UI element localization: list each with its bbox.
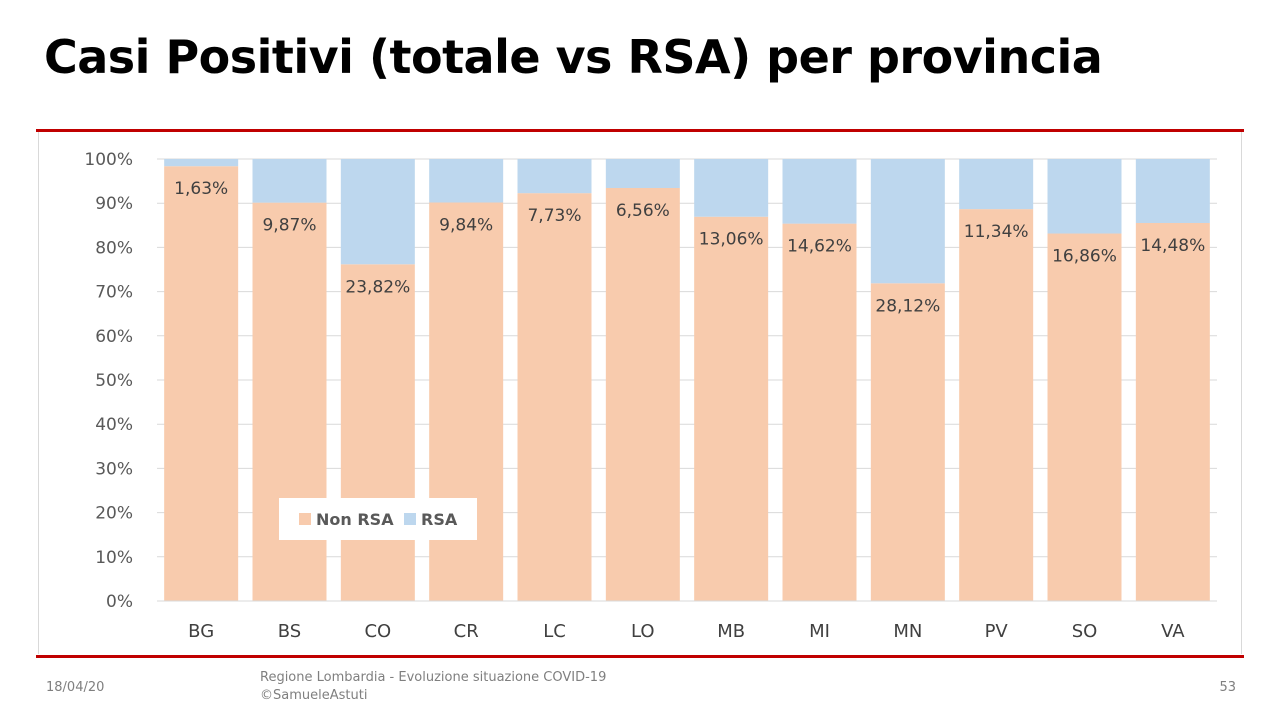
x-tick-label: BG (188, 621, 214, 642)
bar-non-rsa-mn (870, 283, 945, 601)
x-tick-label: MI (809, 621, 830, 642)
data-label: 23,82% (345, 277, 410, 297)
bar-rsa-va (1135, 159, 1210, 224)
data-label: 28,12% (875, 296, 940, 316)
data-label: 7,73% (527, 206, 581, 226)
bottom-divider (36, 655, 1244, 658)
legend-swatch-non-rsa (299, 513, 311, 525)
bar-rsa-cr (429, 159, 504, 203)
x-tick-label: CR (454, 621, 479, 642)
footer-source-line1: Regione Lombardia - Evoluzione situazion… (260, 670, 607, 685)
bar-rsa-so (1047, 159, 1122, 234)
y-tick-label: 50% (95, 371, 133, 391)
y-tick-label: 40% (95, 415, 133, 435)
bar-non-rsa-lc (517, 193, 592, 601)
data-label: 6,56% (616, 201, 670, 221)
footer-source: Regione Lombardia - Evoluzione situazion… (260, 669, 606, 705)
bar-non-rsa-pv (959, 209, 1034, 601)
bar-non-rsa-mi (782, 223, 857, 601)
x-tick-label: SO (1072, 621, 1098, 642)
bar-non-rsa-co (340, 264, 415, 601)
slide-title: Casi Positivi (totale vs RSA) per provin… (44, 30, 1103, 84)
data-label: 16,86% (1052, 247, 1117, 267)
data-label: 14,48% (1140, 236, 1205, 256)
y-tick-label: 80% (95, 238, 133, 258)
bar-non-rsa-cr (429, 202, 504, 601)
stacked-bar-chart: 0% 10% 20% 30% 40% 50% 60% 70% 80% 90% 100% BG 1,63%… (84, 150, 1217, 642)
footer-source-line2: ©SamueleAstuti (260, 688, 368, 703)
bar-rsa-mn (870, 159, 945, 284)
y-tick-label: 10% (95, 548, 133, 568)
y-tick-label: 30% (95, 459, 133, 479)
bar-rsa-lc (517, 159, 592, 194)
bar-non-rsa-bs (252, 202, 327, 601)
data-label: 1,63% (174, 179, 228, 199)
chart-area: 0% 10% 20% 30% 40% 50% 60% 70% 80% 90% 100% BG 1,63%… (38, 132, 1242, 654)
data-label: 9,84% (439, 215, 493, 235)
x-tick-label: LO (631, 621, 655, 642)
data-label: 13,06% (699, 230, 764, 250)
legend-label: RSA (421, 510, 458, 529)
x-tick-label: VA (1161, 621, 1185, 642)
top-divider (36, 129, 1244, 132)
y-tick-label: 60% (95, 327, 133, 347)
y-tick-label: 0% (106, 592, 133, 612)
bar-rsa-lo (605, 159, 680, 188)
bar-non-rsa-bg (164, 166, 239, 602)
bar-rsa-pv (959, 159, 1034, 210)
y-tick-label: 20% (95, 504, 133, 524)
x-tick-label: MN (893, 621, 922, 642)
legend-swatch-rsa (404, 513, 416, 525)
bar-rsa-co (340, 159, 415, 265)
bar-non-rsa-mb (694, 216, 769, 601)
bar-non-rsa-lo (605, 187, 680, 601)
bar-rsa-bg (164, 159, 239, 167)
data-label: 11,34% (964, 222, 1029, 242)
footer-date: 18/04/20 (46, 680, 105, 695)
data-label: 9,87% (262, 216, 316, 236)
y-tick-label: 90% (95, 194, 133, 214)
bar-rsa-mb (694, 159, 769, 217)
y-tick-label: 70% (95, 283, 133, 303)
x-tick-label: LC (543, 621, 566, 642)
page-number: 53 (1219, 680, 1236, 695)
legend-box (279, 498, 477, 540)
data-label: 14,62% (787, 237, 852, 257)
y-tick-label: 100% (84, 150, 133, 170)
bar-non-rsa-so (1047, 233, 1122, 601)
bar-non-rsa-va (1135, 223, 1210, 602)
x-tick-label: BS (278, 621, 301, 642)
bar-rsa-mi (782, 159, 857, 224)
bar-rsa-bs (252, 159, 327, 203)
x-tick-label: CO (364, 621, 391, 642)
legend-label: Non RSA (316, 510, 394, 529)
x-tick-label: PV (985, 621, 1009, 642)
x-tick-label: MB (717, 621, 745, 642)
